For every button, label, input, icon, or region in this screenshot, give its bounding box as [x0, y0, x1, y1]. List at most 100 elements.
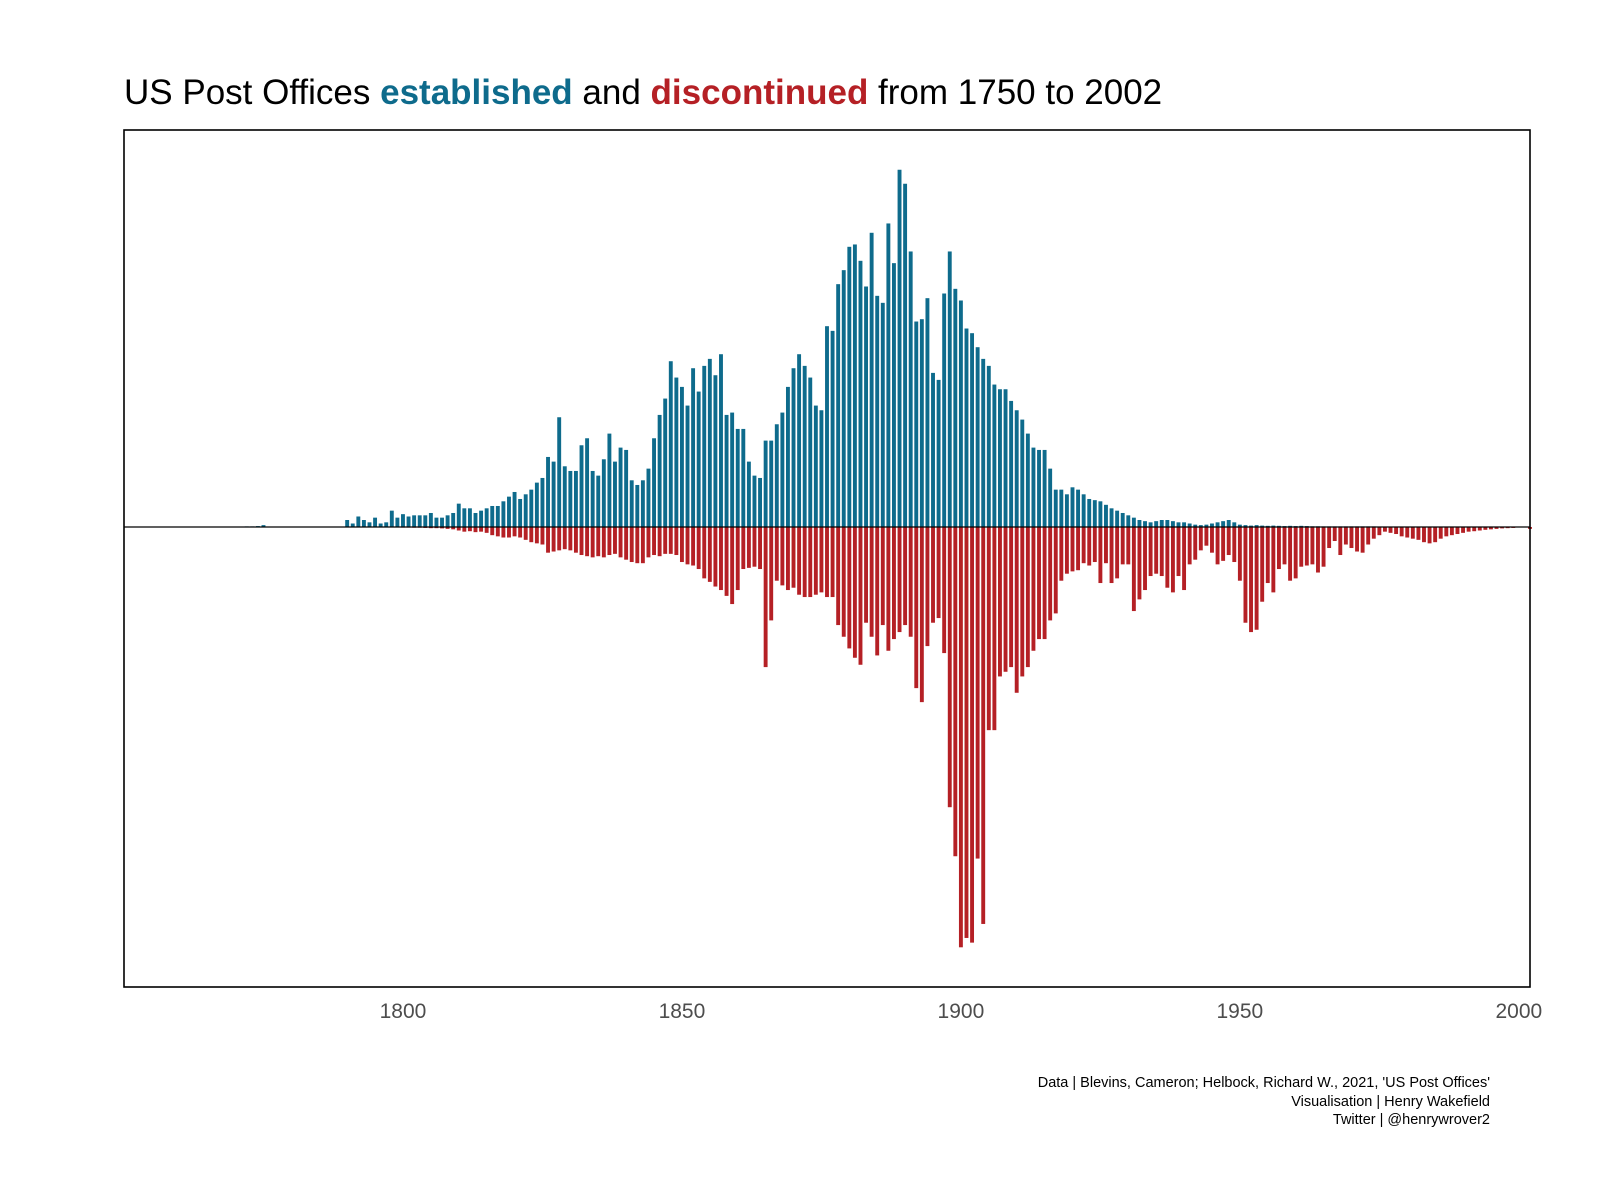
plot-panel-border [123, 129, 1531, 988]
bar-established-1896 [936, 379, 941, 527]
bar-established-1799 [395, 517, 400, 527]
bar-discontinued-1916 [1048, 527, 1053, 621]
bar-established-1820 [512, 491, 517, 527]
bar-established-1872 [802, 365, 807, 527]
bar-established-1950 [1237, 524, 1242, 527]
bar-established-1794 [367, 522, 372, 527]
bar-discontinued-1911 [1020, 527, 1025, 677]
bar-discontinued-1905 [986, 527, 991, 731]
bar-established-1882 [858, 260, 863, 527]
bar-discontinued-1938 [1170, 527, 1175, 593]
bar-discontinued-1977 [1388, 527, 1393, 533]
bar-discontinued-1923 [1087, 527, 1092, 566]
bar-established-1831 [573, 470, 578, 527]
bar-discontinued-1842 [635, 527, 640, 564]
bar-established-1906 [992, 384, 997, 527]
bar-discontinued-1951 [1243, 527, 1248, 623]
bar-established-1815 [484, 508, 489, 527]
bar-discontinued-1833 [585, 527, 590, 557]
bar-discontinued-1876 [825, 527, 829, 598]
bar-discontinued-1818 [501, 527, 506, 538]
bar-established-1935 [1154, 521, 1159, 527]
bar-established-1859 [730, 412, 735, 527]
bar-discontinued-1902 [970, 527, 975, 943]
bar-established-1834 [590, 470, 595, 527]
bar-established-1947 [1221, 521, 1226, 527]
bar-established-1943 [1198, 525, 1203, 527]
bar-discontinued-1817 [495, 527, 500, 537]
bar-discontinued-1944 [1204, 527, 1209, 546]
bar-discontinued-1927 [1109, 527, 1114, 584]
bar-discontinued-1840 [624, 527, 629, 560]
bar-discontinued-1985 [1433, 527, 1438, 543]
bar-established-1917 [1053, 489, 1058, 527]
bar-discontinued-1919 [1064, 527, 1069, 574]
bar-established-1830 [568, 470, 573, 527]
bar-established-1864 [758, 477, 762, 527]
bar-discontinued-1983 [1422, 527, 1426, 543]
series-established [244, 169, 1376, 528]
bar-discontinued-1845 [652, 527, 656, 556]
bar-discontinued-1859 [730, 527, 735, 605]
bar-established-1826 [546, 456, 550, 527]
bar-established-1946 [1215, 522, 1220, 527]
bar-established-1824 [534, 482, 539, 527]
bar-established-1843 [640, 480, 645, 527]
bar-discontinued-1898 [947, 527, 952, 808]
bar-discontinued-1895 [931, 527, 935, 623]
bar-discontinued-1878 [836, 527, 841, 626]
bar-discontinued-1897 [942, 527, 947, 654]
bar-discontinued-1953 [1254, 527, 1259, 630]
bar-discontinued-1952 [1249, 527, 1253, 633]
bar-discontinued-1921 [1076, 527, 1081, 571]
bar-established-1877 [830, 330, 835, 527]
bar-established-1900 [958, 300, 963, 527]
bar-discontinued-1837 [607, 527, 612, 556]
bar-established-1922 [1081, 494, 1086, 527]
bar-established-1909 [1009, 400, 1014, 527]
bar-established-1808 [445, 515, 450, 528]
bar-established-1806 [434, 517, 439, 527]
bar-discontinued-1846 [657, 527, 662, 557]
bar-discontinued-1888 [892, 527, 896, 640]
bar-established-1853 [696, 391, 701, 527]
bar-discontinued-1909 [1009, 527, 1014, 668]
bar-established-1944 [1204, 524, 1209, 527]
bar-discontinued-1992 [1472, 527, 1477, 532]
bar-discontinued-1871 [797, 527, 802, 595]
title-discontinued: discontinued [651, 73, 869, 112]
bar-discontinued-1941 [1187, 527, 1192, 565]
bar-established-1888 [892, 263, 896, 527]
bar-discontinued-1968 [1338, 527, 1343, 556]
bar-established-1930 [1126, 515, 1131, 528]
bar-established-1793 [361, 520, 366, 528]
bar-established-1838 [613, 461, 617, 527]
bar-discontinued-1832 [579, 527, 584, 556]
bar-discontinued-1937 [1165, 527, 1170, 588]
bar-established-1839 [618, 447, 623, 527]
bar-established-1937 [1165, 520, 1170, 528]
title-middle: and [573, 73, 651, 112]
bar-discontinued-1873 [808, 527, 813, 598]
bar-established-1881 [852, 244, 857, 527]
bar-discontinued-1900 [958, 527, 963, 948]
bar-established-1835 [596, 475, 601, 527]
bar-established-1912 [1025, 433, 1030, 527]
bar-discontinued-1942 [1193, 527, 1198, 560]
bar-established-1913 [1031, 447, 1036, 527]
bar-established-1867 [774, 424, 779, 527]
bar-established-1887 [886, 223, 891, 527]
bar-established-1904 [981, 358, 986, 527]
title-prefix: US Post Offices [124, 73, 380, 112]
series-discontinued [401, 527, 1532, 948]
bar-discontinued-1948 [1226, 527, 1231, 556]
bar-established-1927 [1109, 508, 1114, 527]
bar-discontinued-1834 [590, 527, 595, 558]
bar-established-1949 [1232, 522, 1237, 527]
bar-established-1914 [1037, 449, 1041, 527]
bar-discontinued-1930 [1126, 527, 1131, 565]
bar-discontinued-1934 [1148, 527, 1153, 577]
bar-established-1873 [808, 377, 813, 527]
bar-discontinued-1996 [1494, 527, 1499, 529]
caption-twitter: Twitter | @henrywrover2 [1332, 1112, 1490, 1128]
